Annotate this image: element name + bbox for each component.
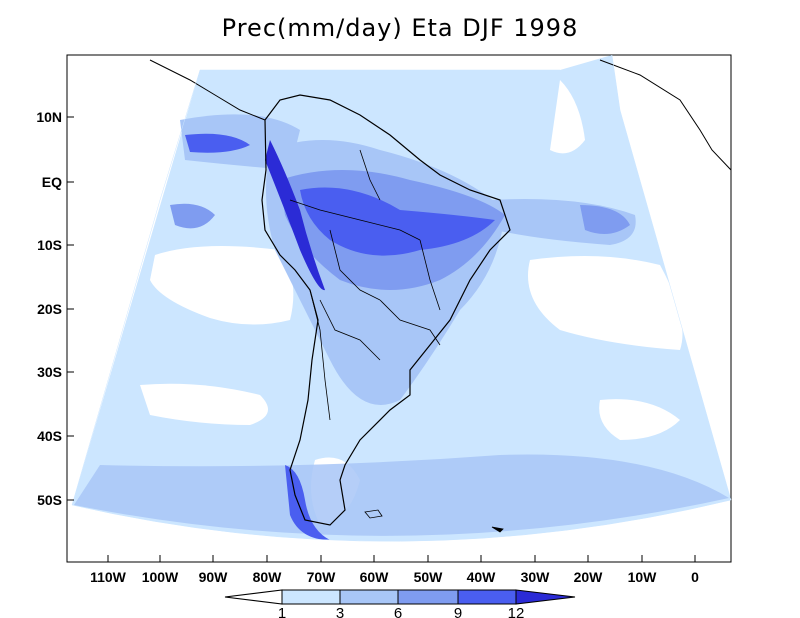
lat-axis: 10N EQ 10S 20S 30S 40S 50S [36,109,74,508]
lat-label: 50S [37,492,62,508]
lon-label: 70W [307,569,337,585]
lon-label: 60W [360,569,390,585]
lon-label: 90W [199,569,229,585]
lon-label: 30W [521,569,551,585]
coastline-central-america [149,59,266,121]
lon-label: 100W [142,569,179,585]
dry-region-east-pacific [150,246,294,325]
precip-atlantic-9 [580,205,630,234]
lon-label: 40W [467,569,497,585]
precip-band-3-south [74,454,729,536]
precip-itcz-east-pacific [185,133,250,153]
lat-label: 30S [37,364,62,380]
dry-region-south-pacific [140,383,268,425]
model-domain-edge [71,54,732,542]
colorbar-bin [281,589,341,605]
precip-southern-chile [285,465,330,540]
precip-andes-ridge [265,140,325,291]
precip-continent-9 [300,187,495,256]
colorbar-bin [397,589,459,605]
lon-label: 20W [574,569,604,585]
lat-label: EQ [42,174,62,190]
colorbar-label: 3 [336,605,344,618]
colorbar-label: 6 [394,605,402,618]
lat-label: 10S [37,237,62,253]
lon-label: 10W [628,569,658,585]
colorbar-bin [457,589,517,605]
lon-label: 80W [253,569,283,585]
colorbar-over [515,589,576,605]
colorbar-label: 9 [454,605,462,618]
island-south-georgia [491,526,504,533]
coastline-africa [599,59,732,171]
dry-region-south-atlantic [599,399,680,440]
lon-axis: 110W 100W 90W 80W 70W 60W 50W 40W 30W 20W 10W 0 [90,555,699,585]
lat-label: 20S [37,301,62,317]
colorbar-label: 12 [508,605,525,618]
colorbar-under [224,589,283,605]
colorbar-label: 1 [278,605,286,618]
colorbar-bin [339,589,399,605]
precip-itcz-west [170,203,215,229]
map-title: Prec(mm/day) Eta DJF 1998 [221,14,579,42]
lon-label: 0 [691,569,699,585]
lon-label: 50W [414,569,444,585]
country-borders [289,149,441,421]
dry-region-north-atlantic [550,80,585,154]
dry-region-atlantic [528,256,683,350]
lat-label: 10N [36,109,62,125]
island-falklands [364,509,383,519]
lon-label: 110W [90,569,127,585]
colorbar: 1 3 6 9 12 [224,589,576,618]
lat-label: 40S [37,428,62,444]
